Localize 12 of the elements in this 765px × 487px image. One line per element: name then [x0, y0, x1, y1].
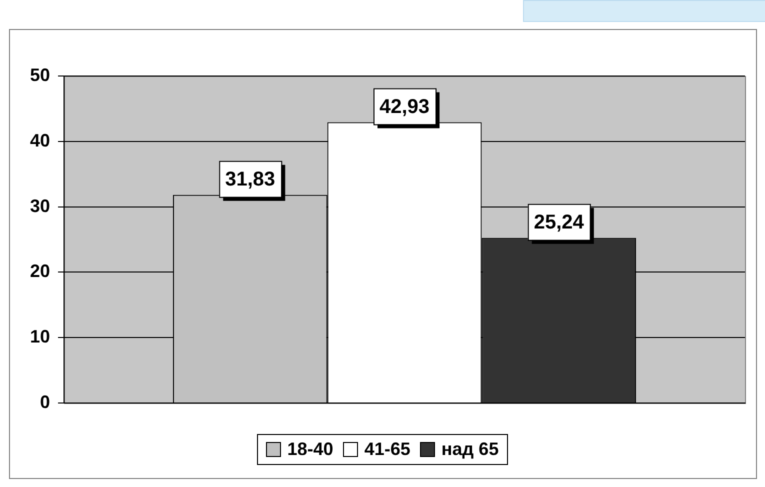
- y-tick-label: 10: [30, 326, 50, 347]
- y-tick-label: 0: [40, 392, 50, 412]
- y-tick-label: 50: [30, 64, 50, 85]
- text: 18-40: [287, 439, 334, 460]
- y-tick-label: 20: [30, 261, 50, 282]
- data-label: 25,24: [534, 211, 585, 234]
- legend-label: 41-65: [364, 439, 410, 460]
- y-tick-label: 30: [30, 196, 50, 216]
- data-label: 31,83: [225, 168, 276, 190]
- y-tick-label: 40: [30, 130, 50, 150]
- data-label: 42,93: [379, 96, 430, 118]
- legend-label: над 65: [441, 439, 499, 460]
